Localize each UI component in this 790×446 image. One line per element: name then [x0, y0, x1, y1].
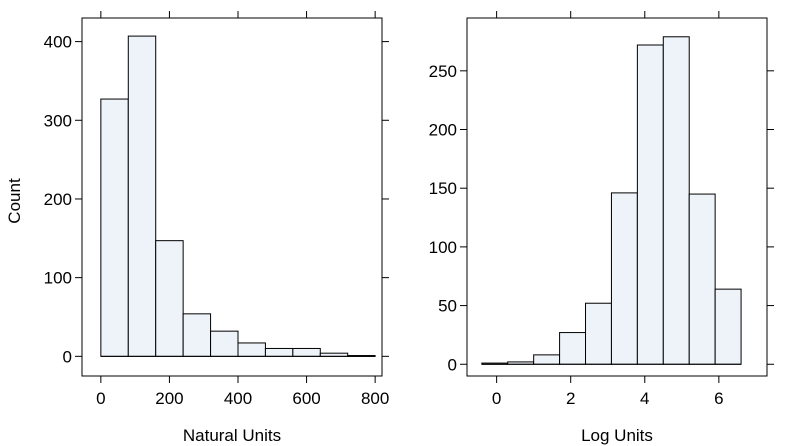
natural-x-axis-label: Natural Units: [183, 426, 281, 445]
log-histogram-bar: [636, 44, 664, 365]
log-y-tick-label: 100: [429, 238, 457, 257]
natural-histogram-bar: [264, 347, 294, 357]
log-y-tick-label: 0: [448, 355, 457, 374]
log-units-panel: 0 2 4 6 0 50 100 150 200 250 Log Units: [429, 11, 774, 445]
log-histogram-bar: [610, 192, 638, 365]
log-x-tick-label: 0: [492, 389, 501, 408]
log-y-tick-label: 200: [429, 121, 457, 140]
log-histogram-bar: [688, 193, 716, 365]
log-y-tick-label: 250: [429, 62, 457, 81]
natural-histogram-bar: [127, 35, 157, 357]
natural-histogram-bar: [182, 313, 212, 357]
natural-y-tick-label: 200: [44, 190, 72, 209]
natural-x-tick-label: 200: [155, 389, 183, 408]
natural-histogram-bar: [292, 347, 321, 357]
natural-histogram-bar: [210, 330, 239, 357]
natural-units-panel: 0 200 400 600 800 0 100 200 300 400 Natural Units: [44, 11, 389, 445]
log-histogram-bar: [714, 288, 742, 365]
log-histogram-bar: [585, 302, 612, 365]
natural-x-tick-label: 0: [96, 389, 105, 408]
natural-histogram-bar: [100, 98, 129, 357]
log-x-tick-label: 2: [566, 389, 575, 408]
natural-x-tick-label: 800: [361, 389, 389, 408]
log-histogram-bar: [662, 36, 690, 365]
log-histogram-bar: [533, 354, 561, 365]
log-y-tick-label: 150: [429, 179, 457, 198]
natural-y-tick-label: 400: [44, 33, 72, 52]
natural-y-tick-label: 300: [44, 111, 72, 130]
log-y-tick-label: 50: [438, 297, 457, 316]
natural-x-tick-label: 400: [224, 389, 252, 408]
natural-x-tick-label: 600: [292, 389, 320, 408]
log-x-axis-label: Log Units: [581, 426, 653, 445]
left-y-axis-label: Count: [5, 178, 24, 224]
log-histogram-bar: [559, 332, 587, 365]
log-x-tick-label: 4: [640, 389, 649, 408]
log-plot-frame: [466, 17, 768, 377]
natural-y-tick-label: 0: [63, 347, 72, 366]
natural-y-tick-label: 100: [44, 269, 72, 288]
natural-histogram-bar: [237, 342, 266, 357]
natural-histogram-bar: [155, 240, 184, 357]
log-x-tick-label: 6: [714, 389, 723, 408]
natural-plot-frame: [81, 17, 383, 377]
